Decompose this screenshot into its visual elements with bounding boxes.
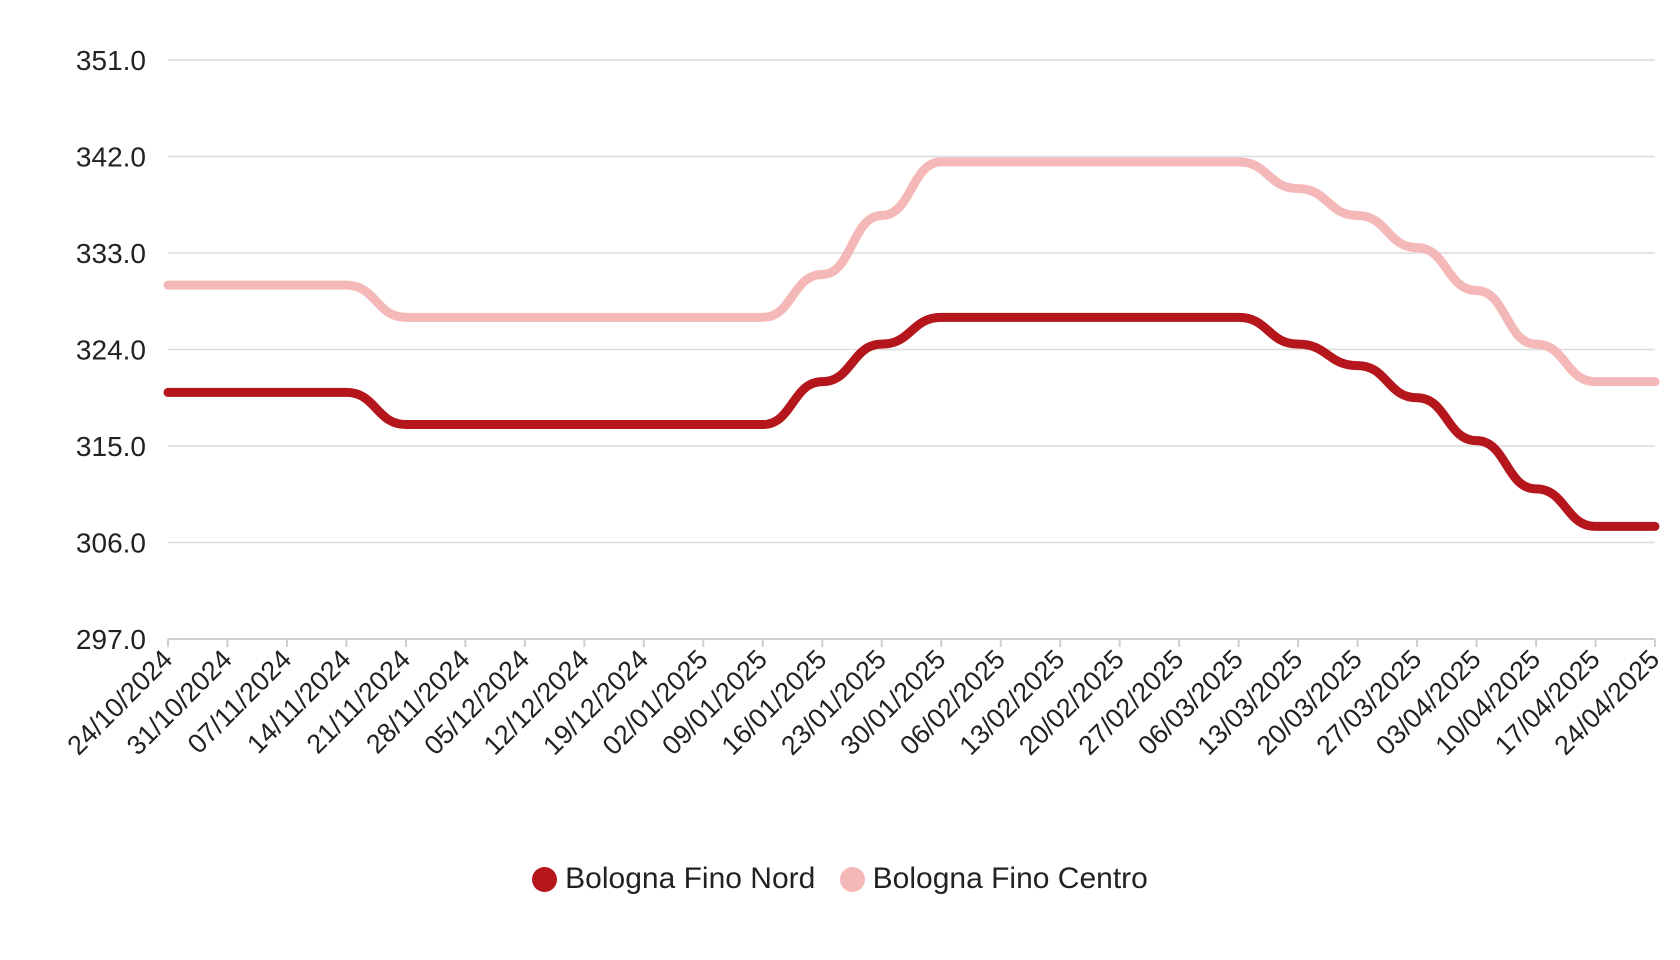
y-tick-label: 333.0 (76, 238, 146, 269)
x-axis-ticks: 24/10/202431/10/202407/11/202414/11/2024… (61, 639, 1665, 761)
legend-label-centro: Bologna Fino Centro (872, 862, 1148, 895)
y-tick-label: 315.0 (76, 431, 146, 462)
y-tick-label: 306.0 (76, 528, 146, 559)
y-tick-label: 351.0 (76, 45, 146, 76)
y-tick-label: 342.0 (76, 142, 146, 173)
series-line-nord (163, 312, 1660, 531)
legend-marker-centro (839, 866, 865, 892)
gridlines (168, 59, 1655, 640)
y-tick-label: 297.0 (76, 624, 146, 655)
series-line-centro (163, 157, 1660, 387)
legend-item-centro[interactable]: Bologna Fino Centro (839, 862, 1148, 896)
y-tick-label: 324.0 (76, 335, 146, 366)
y-axis-ticks: 351.0 342.0 333.0 324.0 315.0 306.0 297.0 (76, 45, 146, 655)
legend-label-nord: Bologna Fino Nord (565, 862, 816, 895)
legend-item-nord[interactable]: Bologna Fino Nord (532, 862, 815, 896)
legend-marker-nord (532, 866, 558, 892)
legend: Bologna Fino Nord Bologna Fino Centro (0, 862, 1680, 900)
series-lines (163, 157, 1660, 531)
